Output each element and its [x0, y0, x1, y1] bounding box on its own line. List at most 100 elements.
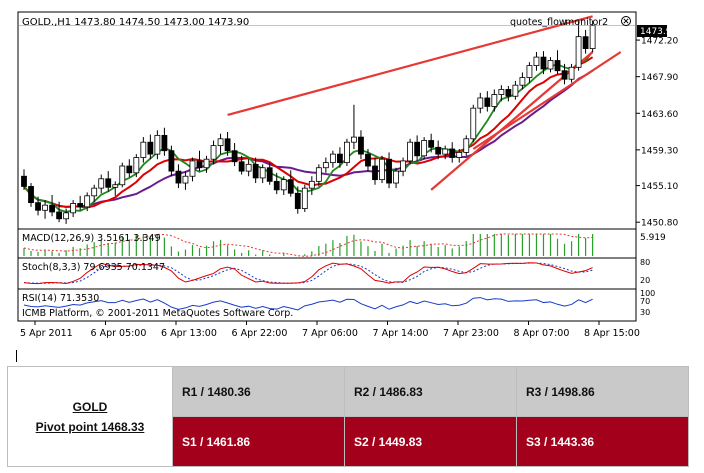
candle-bear [273, 180, 280, 191]
candle-bull [63, 212, 70, 220]
stoch-label: Stoch(8,3,3) 79.6935 70.1347 [22, 262, 165, 273]
pivot-name-cell: GOLD Pivot point 1468.33 [7, 366, 173, 467]
pivot-r2: R2 / 1486.83 [344, 366, 517, 417]
candle-bull [526, 65, 533, 78]
candle-bear [336, 153, 343, 164]
macd-label: MACD(12,26,9) 3.5161 3.349 [22, 233, 161, 244]
candle-bear [49, 204, 55, 213]
candle-bull [217, 138, 224, 147]
time-axis: 5 Apr 2011 6 Apr 05:00 6 Apr 13:00 6 Apr 22… [20, 321, 640, 339]
price-axis: 1472.20 1467.90 1463.60 1459.30 1455.10 1450.… [636, 37, 678, 229]
candle-bear [196, 160, 203, 169]
candle-bear [294, 192, 301, 209]
candle-bear [28, 186, 34, 204]
candle-bull [259, 167, 266, 179]
candle-bear [252, 163, 259, 179]
candlestick-pane [18, 15, 636, 224]
price-tick-label: 1450.80 [641, 219, 678, 229]
candle-bull [133, 157, 140, 174]
candle-bear [21, 175, 27, 187]
separator-mark [16, 350, 17, 362]
time-tick-label: 6 Apr 13:00 [161, 328, 217, 339]
candle-bull [98, 178, 105, 189]
candle-bull [203, 158, 210, 169]
candle-bull [301, 187, 308, 209]
candle-bull [119, 165, 126, 186]
candle-bear [505, 89, 512, 97]
pivot-table: GOLD Pivot point 1468.33 R1 / 1480.36 R2… [7, 366, 689, 467]
pivot-s3: S3 / 1443.36 [516, 416, 689, 467]
rsi-label: RSI(14) 71.3530 [22, 293, 99, 304]
candle-bull [421, 140, 428, 157]
stochastic-pane [23, 262, 593, 285]
candle-bear [168, 150, 175, 172]
candle-bear [35, 202, 41, 211]
pivot-s1: S1 / 1461.86 [172, 416, 345, 467]
rsi-pane [23, 297, 593, 311]
candle-bear [372, 165, 378, 181]
candle-bull [379, 158, 385, 181]
pivot-s2: S2 / 1449.83 [344, 416, 517, 467]
price-chart[interactable]: GOLD.,H1 1473.80 1474.50 1473.00 1473.90… [0, 0, 704, 345]
candle-bull [575, 36, 582, 68]
candle-bull [182, 175, 189, 184]
time-tick-label: 5 Apr 2011 [20, 328, 73, 339]
pivot-point: Pivot point 1468.33 [35, 419, 145, 434]
candle-bull [407, 141, 414, 162]
candle-bull [456, 152, 463, 158]
candle-bull [245, 163, 252, 172]
price-tick-label: 1455.10 [641, 182, 678, 192]
price-tick-label: 1459.30 [641, 146, 678, 156]
trendline-1 [227, 15, 593, 117]
copyright-text: ICMB Platform, © 2001-2011 MetaQuotes So… [22, 308, 293, 319]
tag-left: quotes_flow [510, 17, 567, 28]
candle-bull [112, 184, 119, 188]
price-tick-label: 1467.90 [641, 73, 678, 83]
candle-bull [393, 170, 399, 184]
rsi-tick-30: 30 [640, 308, 650, 317]
candle-bull [568, 66, 575, 80]
candle-bull [547, 60, 554, 70]
candle-bear [105, 178, 112, 188]
candle-bear [358, 136, 364, 155]
candle-bull [533, 56, 540, 67]
candle-bull [91, 187, 98, 197]
stoch-tick-80: 80 [640, 258, 650, 267]
candle-bear [126, 165, 133, 174]
candle-bear [266, 167, 273, 182]
candle-bull [589, 25, 596, 49]
pivot-r1: R1 / 1480.36 [172, 366, 345, 417]
candle-bear [175, 170, 182, 184]
time-tick-label: 7 Apr 23:00 [443, 328, 499, 339]
candle-bull [329, 153, 336, 164]
candle-bull [477, 97, 484, 109]
candle-bull [400, 160, 406, 172]
stoch-signal-line [23, 262, 593, 284]
pivot-r3: R3 / 1498.86 [516, 366, 689, 417]
candle-bull [498, 89, 505, 95]
time-tick-label: 8 Apr 15:00 [584, 328, 640, 339]
time-tick-label: 8 Apr 07:00 [514, 328, 570, 339]
candle-bull [315, 167, 322, 182]
chart-header: GOLD.,H1 1473.80 1474.50 1473.00 1473.90 [22, 17, 249, 28]
candle-bull [280, 179, 287, 191]
candle-bull [322, 162, 329, 169]
circle-x-icon[interactable] [621, 16, 631, 26]
candle-bear [428, 140, 435, 148]
candle-bull [512, 84, 519, 97]
candle-bear [484, 97, 491, 107]
candle-bear [449, 148, 456, 158]
candle-bear [77, 203, 84, 208]
candle-bull [154, 134, 161, 155]
candle-bear [582, 36, 589, 49]
ma-mid-line [23, 56, 594, 209]
current-price-box [637, 25, 667, 37]
macd-pane [23, 233, 594, 257]
candle-bull [140, 141, 147, 158]
candle-bull [351, 136, 357, 143]
candle-bull [308, 180, 315, 189]
current-price: 1473.90 [640, 27, 677, 37]
candle-bull [84, 195, 91, 208]
candle-bear [365, 153, 371, 167]
candle-bear [540, 56, 547, 70]
